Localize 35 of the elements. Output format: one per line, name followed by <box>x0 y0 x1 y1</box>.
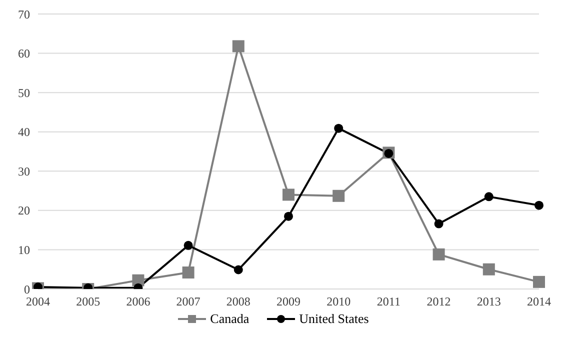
x-tick-label: 2012 <box>426 294 451 309</box>
x-tick-label: 2008 <box>226 294 250 309</box>
point <box>534 200 544 210</box>
x-tick-label: 2010 <box>326 294 351 309</box>
x-tick-label: 2009 <box>276 294 300 309</box>
y-tick-label: 40 <box>18 125 30 140</box>
x-tick-label: 2005 <box>76 294 100 309</box>
point <box>232 40 244 52</box>
point <box>182 266 194 278</box>
y-tick-label: 20 <box>18 204 30 218</box>
legend-label: Canada <box>210 311 250 327</box>
point <box>234 265 243 274</box>
point <box>434 219 444 228</box>
point <box>484 192 494 202</box>
legend-label: United States <box>299 311 369 327</box>
y-tick-label: 70 <box>18 7 30 22</box>
x-tick-label: 2013 <box>476 294 501 309</box>
point <box>334 124 344 133</box>
y-tick-label: 0 <box>24 282 30 296</box>
x-tick-label: 2006 <box>126 294 150 309</box>
point <box>432 248 445 260</box>
y-tick-label: 30 <box>18 164 30 178</box>
point <box>533 276 545 288</box>
x-tick-label: 2004 <box>26 294 50 309</box>
x-tick-label: 2011 <box>376 294 400 309</box>
y-tick-label: 10 <box>18 242 30 257</box>
x-tick-label: 2007 <box>176 294 200 309</box>
y-tick-label: 50 <box>18 86 30 100</box>
x-tick-label: 2014 <box>527 294 551 309</box>
point <box>332 190 345 202</box>
point <box>184 240 193 250</box>
y-tick-label: 60 <box>18 46 30 61</box>
point <box>282 188 294 201</box>
point <box>482 263 495 276</box>
point <box>284 212 293 221</box>
